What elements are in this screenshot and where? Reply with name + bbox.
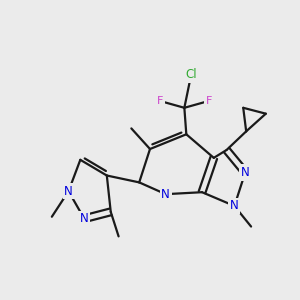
Text: F: F bbox=[157, 96, 163, 106]
Text: N: N bbox=[64, 185, 73, 198]
Text: N: N bbox=[230, 200, 239, 212]
Text: Cl: Cl bbox=[185, 68, 197, 81]
Text: N: N bbox=[80, 212, 88, 225]
Text: N: N bbox=[161, 188, 170, 201]
Text: N: N bbox=[241, 166, 250, 179]
Text: F: F bbox=[206, 96, 212, 106]
